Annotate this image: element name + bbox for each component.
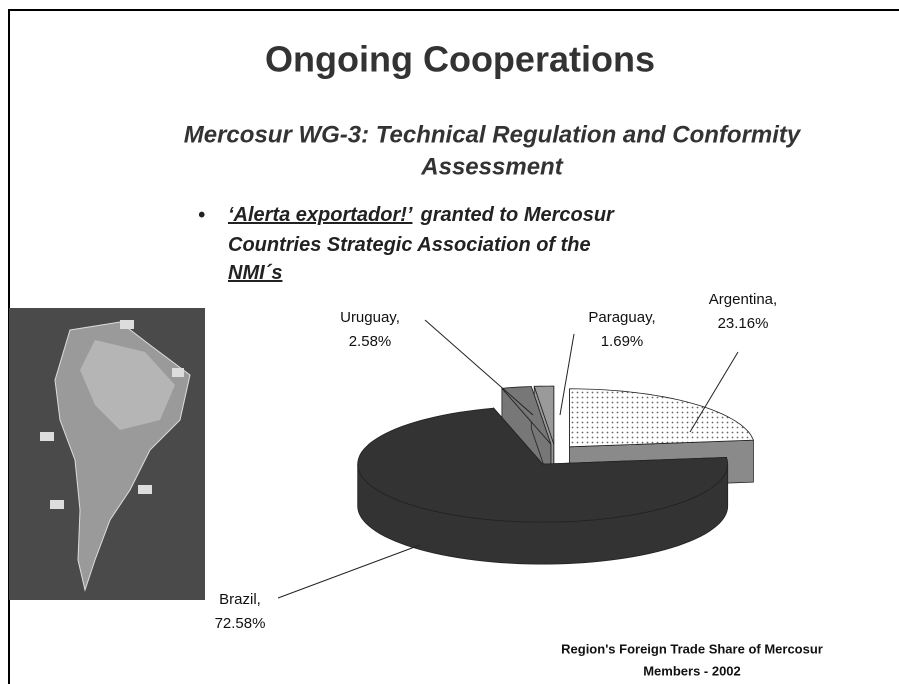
subtitle-line: Assessment <box>420 153 563 180</box>
slice-label: Brazil, <box>219 591 261 608</box>
value-label: 72.58% <box>215 615 266 632</box>
leader-line <box>277 544 421 599</box>
leader-line <box>689 351 739 433</box>
slice <box>569 388 755 448</box>
value-label: 23.16% <box>718 315 769 332</box>
slice <box>357 407 729 523</box>
chart-title: Members - 2002 <box>643 663 741 678</box>
bullet-line: NMI´s <box>228 262 282 284</box>
bullet-line: ‘Alerta exportador!’ granted to Mercosur <box>228 204 615 226</box>
slice-label: Uruguay, <box>340 309 400 326</box>
slice-label: Argentina, <box>709 291 777 308</box>
leader-line <box>559 333 575 416</box>
bullet-part: ‘Alerta exportador!’ <box>228 204 413 226</box>
chart-title: Region's Foreign Trade Share of Mercosur <box>561 641 823 656</box>
leader-line <box>424 319 534 416</box>
bullet-part: granted to Mercosur <box>419 204 615 226</box>
bullet-part: NMI´s <box>228 262 282 284</box>
slice-label: Paraguay, <box>588 309 655 326</box>
slice <box>533 385 555 445</box>
map-image <box>9 308 205 600</box>
value-label: 2.58% <box>349 333 392 350</box>
slide-title: Ongoing Cooperations <box>265 39 655 80</box>
bullet-line: Countries Strategic Association of the <box>228 234 591 256</box>
bullet-part: Countries Strategic Association of the <box>228 234 591 256</box>
subtitle-line: Mercosur WG-3: Technical Regulation and … <box>184 121 802 148</box>
value-label: 1.69% <box>601 333 644 350</box>
bullet-mark: • <box>198 204 205 226</box>
